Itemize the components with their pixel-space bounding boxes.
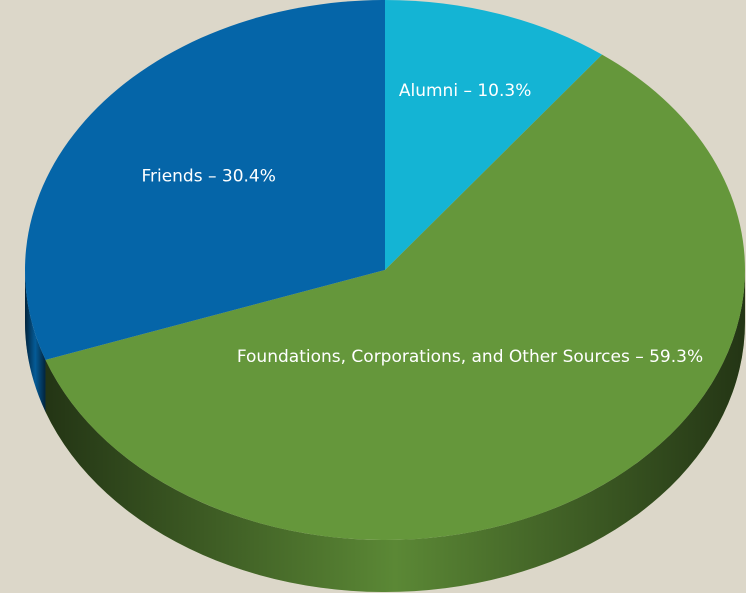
- slice-label: Alumni – 10.3%: [399, 81, 532, 101]
- pie-side-shade: [45, 270, 745, 592]
- pie-side-shade: [25, 270, 46, 412]
- pie-slice: [24, 0, 386, 360]
- pie-slice: [45, 54, 745, 541]
- slice-label: Foundations, Corporations, and Other Sou…: [237, 347, 703, 367]
- pie-slice: [385, 0, 603, 270]
- slice-label: Friends – 30.4%: [141, 166, 275, 186]
